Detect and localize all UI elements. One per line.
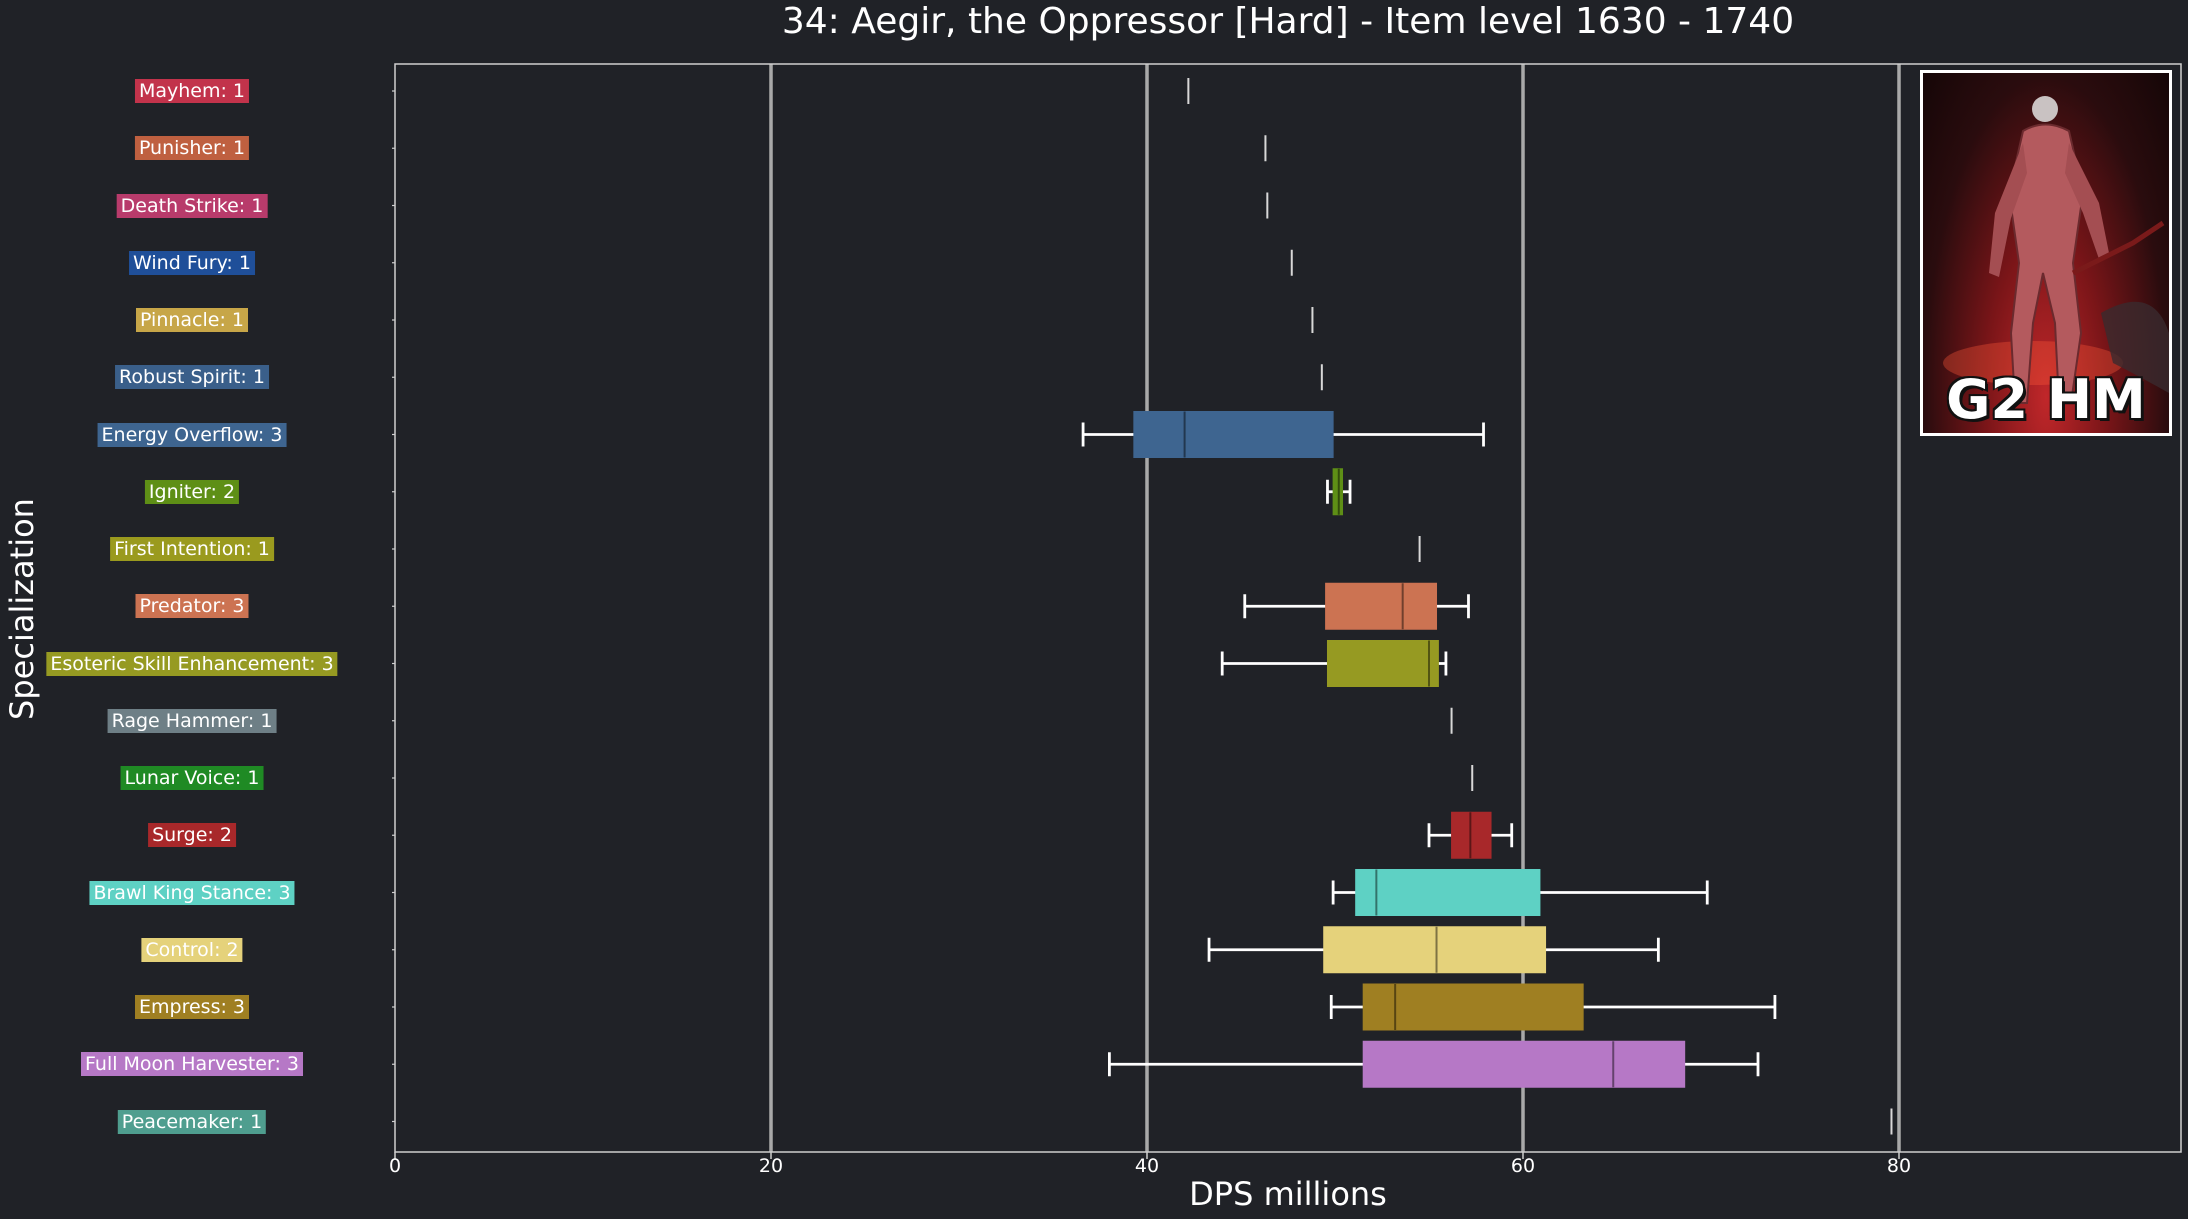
boss-figure-illustration bbox=[1943, 96, 2169, 404]
specialization-label: First Intention: 1 bbox=[110, 537, 274, 561]
box-group bbox=[392, 983, 1777, 1031]
specialization-label: Predator: 3 bbox=[135, 594, 249, 619]
x-axis-ticks bbox=[394, 1152, 1900, 1159]
box-group bbox=[392, 249, 1293, 276]
x-axis-label: DPS millions bbox=[1189, 1175, 1387, 1213]
box-group bbox=[392, 640, 1448, 687]
specialization-label: Pinnacle: 1 bbox=[136, 308, 248, 332]
iqr-box bbox=[1332, 468, 1344, 516]
box-group bbox=[392, 1108, 1893, 1135]
specialization-label: Mayhem: 1 bbox=[134, 79, 250, 103]
iqr-box bbox=[1133, 411, 1334, 458]
box-group bbox=[392, 707, 1453, 734]
box-group bbox=[392, 926, 1660, 974]
specialization-label: Wind Fury: 1 bbox=[129, 250, 255, 275]
box-group bbox=[392, 869, 1709, 916]
boss-badge-text: G2 HM bbox=[1946, 368, 2146, 431]
specialization-label: Death Strike: 1 bbox=[116, 193, 268, 218]
iqr-box bbox=[1362, 983, 1584, 1031]
iqr-box bbox=[1323, 926, 1547, 974]
specialization-label: Rage Hammer: 1 bbox=[107, 708, 277, 733]
specialization-label: Robust Spirit: 1 bbox=[115, 365, 269, 390]
box-group bbox=[392, 536, 1421, 562]
iqr-box bbox=[1326, 640, 1439, 687]
specialization-label: Esoteric Skill Enhancement: 3 bbox=[46, 651, 338, 676]
iqr-box bbox=[1451, 811, 1492, 859]
box-group bbox=[392, 307, 1314, 333]
chart-title: 34: Aegir, the Oppressor [Hard] - Item l… bbox=[781, 1, 1795, 42]
box-group bbox=[392, 765, 1474, 791]
iqr-box bbox=[1362, 1040, 1686, 1088]
x-tick-label: 20 bbox=[758, 1155, 784, 1177]
box-group bbox=[392, 1040, 1760, 1088]
iqr-box bbox=[1355, 869, 1541, 916]
specialization-label: Full Moon Harvester: 3 bbox=[81, 1052, 303, 1077]
box-series bbox=[392, 78, 1893, 1135]
x-tick-label: 0 bbox=[388, 1155, 402, 1177]
specialization-label: Igniter: 2 bbox=[144, 479, 240, 504]
box-group bbox=[392, 135, 1267, 162]
box-group bbox=[392, 364, 1323, 391]
specialization-label: Control: 2 bbox=[141, 937, 243, 962]
box-group bbox=[392, 411, 1485, 458]
specialization-label: Punisher: 1 bbox=[134, 136, 250, 161]
specialization-label: Surge: 2 bbox=[148, 823, 236, 848]
specialization-label: Empress: 3 bbox=[135, 995, 249, 1019]
box-group bbox=[392, 811, 1514, 859]
iqr-box bbox=[1325, 582, 1438, 630]
specialization-label: Peacemaker: 1 bbox=[117, 1109, 267, 1134]
specialization-label: Brawl King Stance: 3 bbox=[89, 880, 295, 905]
box-group bbox=[392, 468, 1352, 516]
plot-frame bbox=[394, 63, 2182, 1153]
box-group bbox=[392, 192, 1269, 219]
box-group bbox=[392, 78, 1190, 104]
specialization-label: Lunar Voice: 1 bbox=[120, 766, 264, 790]
x-tick-label: 60 bbox=[1510, 1155, 1536, 1177]
boss-portrait-image: G2 HM bbox=[1920, 70, 2172, 436]
box-group bbox=[392, 582, 1470, 630]
x-tick-label: 80 bbox=[1886, 1155, 1912, 1177]
specialization-label: Energy Overflow: 3 bbox=[97, 422, 287, 447]
x-tick-label: 40 bbox=[1134, 1155, 1160, 1177]
